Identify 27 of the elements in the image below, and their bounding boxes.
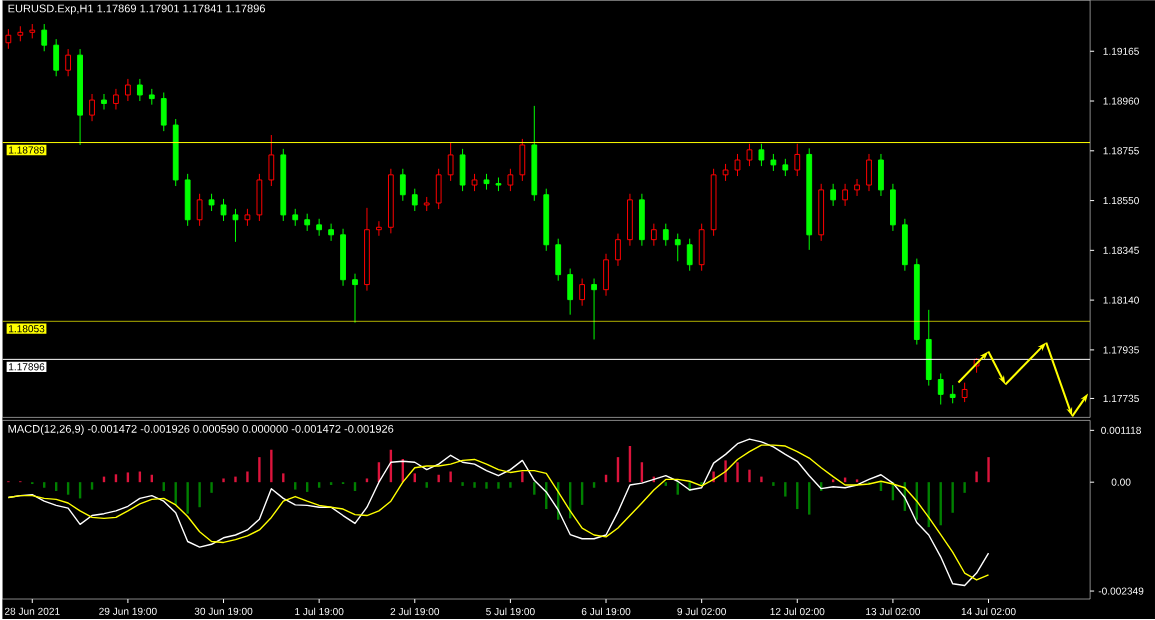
y-tick-label: 1.19165 — [1103, 47, 1139, 56]
y-tick-label: 0.00 — [1111, 478, 1131, 486]
y-tick-label: 1.17735 — [1103, 395, 1139, 403]
y-tick-label: -0.002349 — [1098, 587, 1144, 595]
y-tick-label: 1.17935 — [1103, 346, 1139, 354]
y-tick-label: 0.001118 — [1101, 426, 1141, 435]
x-tick-label: 29 Jun 19:00 — [99, 607, 157, 616]
x-tick-label: 9 Jul 02:00 — [677, 607, 726, 616]
ref-line-label: 1.18789 — [9, 146, 45, 154]
x-tick-label: 5 Jul 19:00 — [486, 607, 535, 616]
y-tick-label: 1.18550 — [1103, 197, 1139, 205]
x-tick-label: 13 Jul 02:00 — [866, 607, 921, 616]
x-tick-label: 2 Jul 19:00 — [390, 607, 440, 616]
x-tick-label: 6 Jul 19:00 — [581, 607, 631, 616]
x-tick-label: 14 Jul 02:00 — [961, 607, 1016, 616]
x-tick-label: 30 Jun 19:00 — [194, 607, 253, 616]
y-tick-label: 1.18755 — [1103, 147, 1139, 155]
y-tick-label: 1.18140 — [1103, 296, 1139, 304]
ref-line-label: 1.18053 — [9, 325, 45, 333]
y-tick-label: 1.18345 — [1103, 246, 1139, 255]
chart-title: MACD(12,26,9) -0.001472 -0.001926 0.000590 0.000000 -0.001472 -0.001926 — [8, 424, 394, 436]
x-tick-label: 28 Jun 2021 — [4, 607, 60, 616]
chart-title: EURUSD.Exp,H1 1.17869 1.17901 1.17841 1.17896 — [8, 4, 265, 15]
ref-line-label: 1.17896 — [9, 363, 45, 371]
x-tick-label: 1 Jul 19:00 — [295, 607, 344, 616]
y-tick-label: 1.18960 — [1103, 97, 1139, 105]
x-tick-label: 12 Jul 02:00 — [770, 607, 825, 616]
